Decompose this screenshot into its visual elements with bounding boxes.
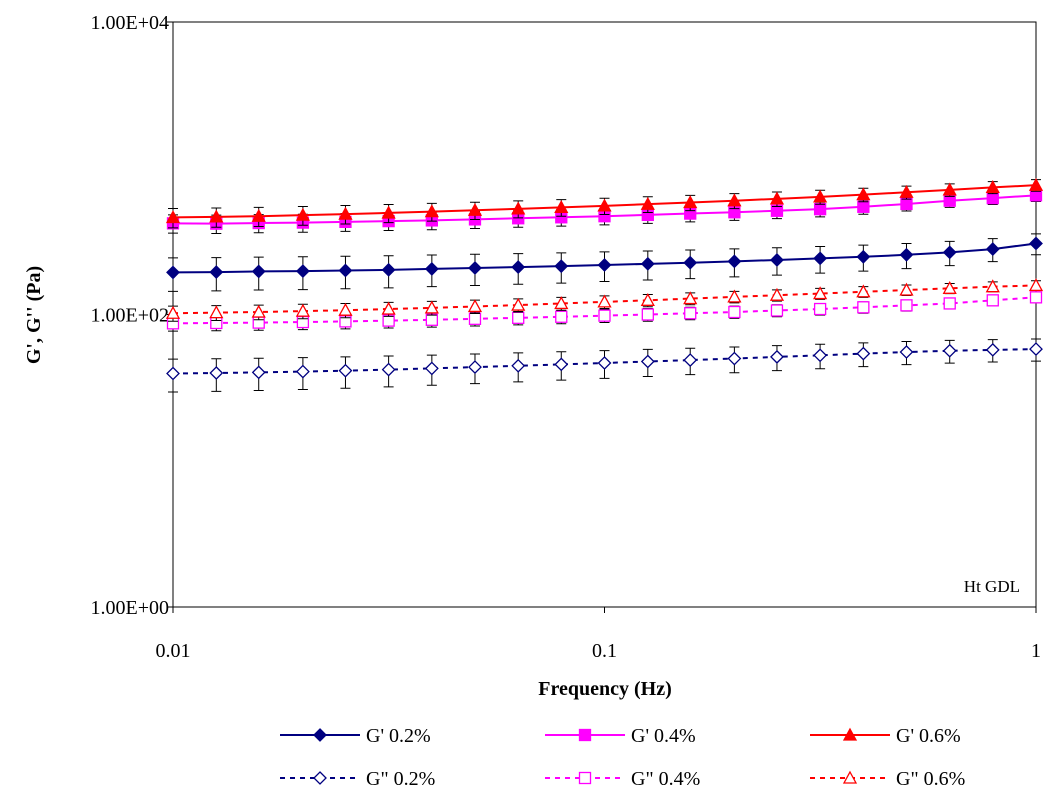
marker: [339, 264, 351, 276]
marker: [599, 357, 611, 369]
marker: [210, 307, 222, 318]
chart: Frequency (Hz) G', G'' (Pa) Ht GDL 1.00E…: [0, 0, 1046, 791]
legend-label: G" 0.4%: [631, 768, 700, 790]
marker: [987, 193, 998, 204]
marker: [987, 295, 998, 306]
x-tick-label: 1: [1031, 640, 1041, 662]
marker: [1030, 237, 1042, 249]
marker: [253, 366, 265, 378]
x-tick-label: 0.1: [592, 640, 617, 662]
marker: [642, 309, 653, 320]
marker: [900, 346, 912, 358]
x-axis-label: Frequency (Hz): [538, 678, 672, 700]
marker: [599, 259, 611, 271]
marker: [728, 291, 740, 302]
marker: [555, 260, 567, 272]
legend-marker: [580, 773, 591, 784]
marker: [383, 364, 395, 376]
marker: [599, 310, 610, 321]
marker: [901, 300, 912, 311]
marker: [857, 251, 869, 263]
marker: [297, 265, 309, 277]
marker: [642, 356, 654, 368]
marker: [469, 313, 480, 324]
legend-marker: [580, 730, 591, 741]
marker: [987, 344, 999, 356]
legend-label: G" 0.2%: [366, 768, 435, 790]
marker: [771, 351, 783, 363]
marker: [728, 255, 740, 267]
marker: [210, 367, 222, 379]
marker: [210, 266, 222, 278]
marker: [167, 266, 179, 278]
marker: [1031, 292, 1042, 303]
marker: [771, 305, 782, 316]
marker: [339, 304, 351, 315]
marker: [469, 262, 481, 274]
marker: [771, 254, 783, 266]
x-tick-label: 0.01: [156, 640, 191, 662]
marker: [901, 198, 912, 209]
marker: [253, 265, 265, 277]
legend-label: G' 0.6%: [896, 725, 961, 747]
marker: [339, 365, 351, 377]
marker: [944, 298, 955, 309]
marker: [426, 263, 438, 275]
legend-marker: [314, 729, 326, 741]
marker: [426, 362, 438, 374]
marker: [815, 204, 826, 215]
marker: [599, 296, 611, 307]
marker: [684, 257, 696, 269]
marker: [555, 358, 567, 370]
legend-label: G" 0.6%: [896, 768, 965, 790]
marker: [728, 353, 740, 365]
annotation: Ht GDL: [964, 577, 1020, 596]
marker: [815, 304, 826, 315]
marker: [858, 302, 869, 313]
marker: [729, 307, 740, 318]
marker: [944, 246, 956, 258]
marker: [858, 201, 869, 212]
marker: [383, 264, 395, 276]
marker: [297, 366, 309, 378]
y-axis-label: G', G'' (Pa): [23, 266, 45, 364]
marker: [469, 361, 481, 373]
marker: [167, 367, 179, 379]
legend-label: G' 0.4%: [631, 725, 696, 747]
marker: [944, 345, 956, 357]
marker: [900, 249, 912, 261]
y-tick-label: 1.00E+02: [91, 305, 170, 327]
marker: [426, 314, 437, 325]
marker: [684, 354, 696, 366]
marker: [685, 308, 696, 319]
marker: [512, 360, 524, 372]
marker: [814, 349, 826, 361]
marker: [900, 284, 912, 295]
marker: [642, 258, 654, 270]
y-tick-label: 1.00E+04: [91, 12, 170, 34]
legend-label: G' 0.2%: [366, 725, 431, 747]
marker: [987, 243, 999, 255]
marker: [857, 348, 869, 360]
marker: [1030, 343, 1042, 355]
y-tick-label: 1.00E+00: [91, 597, 170, 619]
marker: [512, 261, 524, 273]
marker: [556, 311, 567, 322]
marker: [814, 252, 826, 264]
marker: [513, 312, 524, 323]
legend-marker: [314, 772, 326, 784]
marker: [469, 300, 481, 311]
